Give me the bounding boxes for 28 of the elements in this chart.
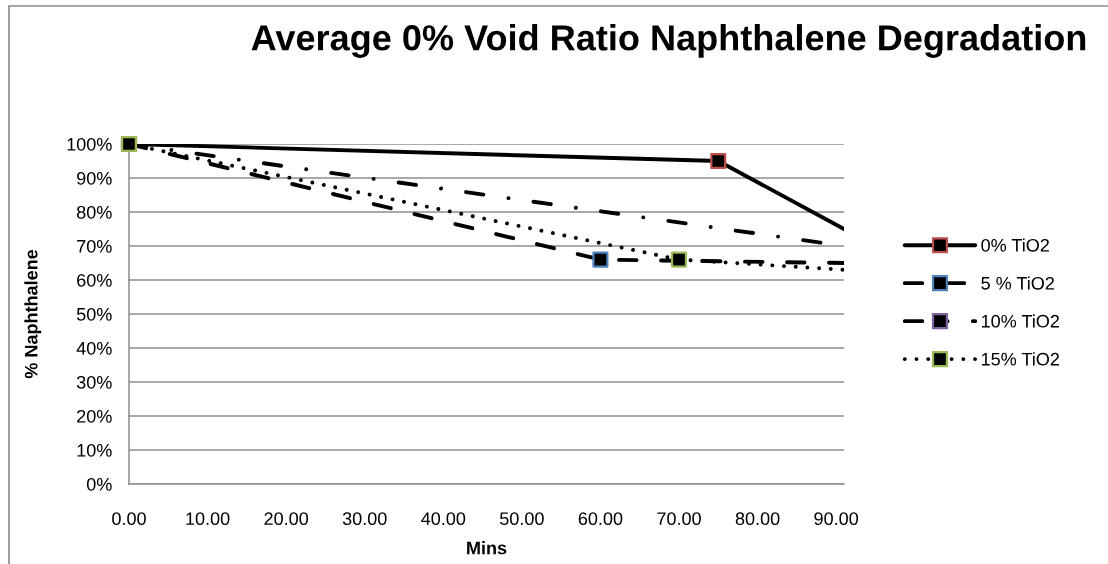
y-axis-title: % Naphthalene [24,249,42,379]
legend-label: 0% TiO2 [981,238,1049,252]
y-tick-label: 50% [76,307,112,321]
chart-title: Average 0% Void Ratio Naphthalene Degradation [251,24,1086,58]
legend-label: 5 % TiO2 [981,276,1054,290]
x-tick-label: 30.00 [342,512,387,526]
x-tick-label: 20.00 [264,512,309,526]
y-tick-label: 80% [76,205,112,219]
y-tick-label: 20% [77,409,112,423]
y-tick-label: 60% [77,273,112,287]
legend-label: 15% TiO2 [981,352,1059,366]
x-tick-label: 70.00 [657,512,701,526]
y-tick-label: 40% [76,341,112,355]
y-tick-label: 0% [86,477,112,491]
y-tick-label: 10% [77,443,112,457]
x-tick-label: 0.00 [112,512,146,526]
y-tick-label: 30% [76,375,112,389]
y-tick-label: 100% [67,137,112,151]
x-tick-label: 10.00 [186,512,230,526]
x-tick-label: 90.00 [814,512,859,526]
x-tick-label: 40.00 [421,512,466,526]
y-tick-label: 90% [77,171,112,185]
x-tick-label: 50.00 [499,512,544,526]
x-axis-title: Mins [467,541,507,555]
x-tick-label: 60.00 [578,512,623,526]
x-tick-label: 80.00 [735,512,780,526]
legend-label: 10% TiO2 [981,314,1059,328]
y-tick-label: 70% [77,239,112,253]
